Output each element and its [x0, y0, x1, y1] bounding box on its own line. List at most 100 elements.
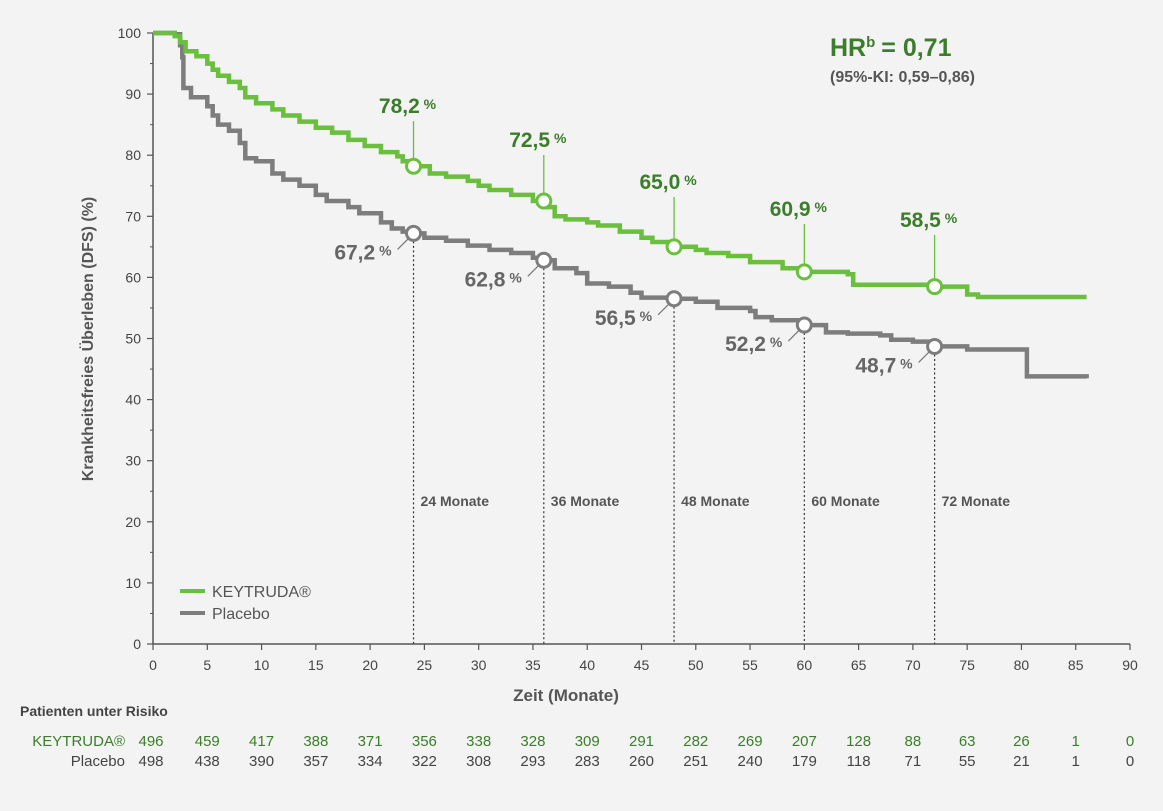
- at-risk-cell: 293: [520, 753, 545, 770]
- y-tick-label: 0: [133, 636, 141, 652]
- x-tick-label: 50: [688, 657, 704, 673]
- hazard-ratio-value: = 0,71: [881, 34, 951, 62]
- keytruda-value: 60,9: [770, 198, 811, 221]
- placebo-value: 62,8: [465, 268, 506, 291]
- placebo-value: 52,2: [725, 333, 766, 356]
- keytruda-percent: %: [420, 96, 437, 112]
- at-risk-cell: 118: [847, 753, 871, 770]
- at-risk-cell: 63: [959, 733, 976, 750]
- at-risk-cell: 26: [1013, 733, 1030, 750]
- at-risk-cell: 179: [792, 753, 817, 770]
- x-tick-label: 55: [742, 657, 758, 673]
- y-tick-label: 90: [125, 86, 141, 102]
- placebo-percent: %: [375, 242, 392, 258]
- placebo-point: [535, 251, 553, 269]
- axes-layer: 0 10 20 30 40 50 60 70 80 90 100 0 5 10 15 20 25 30 35 40 45…: [118, 25, 1138, 673]
- placebo-callout-line: [918, 351, 931, 363]
- keytruda-percent: %: [941, 210, 958, 226]
- x-tick-label: 35: [525, 657, 541, 673]
- keytruda-value: 78,2: [379, 95, 420, 118]
- at-risk-cell: 438: [195, 753, 220, 770]
- at-risk-cell: 207: [792, 733, 817, 750]
- keytruda-percent: %: [811, 199, 828, 215]
- keytruda-value: 58,5: [900, 209, 941, 232]
- placebo-point: [926, 337, 944, 355]
- y-tick-label: 80: [125, 147, 141, 163]
- placebo-value-label: 67,2 %: [334, 241, 392, 264]
- at-risk-cell: 308: [466, 753, 491, 770]
- hazard-ratio-superscript: b: [866, 34, 875, 51]
- y-tick-label: 50: [125, 331, 141, 347]
- keytruda-point: [665, 238, 683, 256]
- keytruda-value-label: 72,5 %: [509, 129, 567, 152]
- keytruda-point: [926, 278, 944, 296]
- x-tick-label: 90: [1122, 657, 1138, 673]
- at-risk-keytruda-label: KEYTRUDA®: [32, 733, 125, 750]
- at-risk-cell: 55: [959, 753, 976, 770]
- at-risk-cell: 390: [249, 753, 274, 770]
- at-risk-cell: 322: [412, 753, 437, 770]
- placebo-value-label: 52,2 %: [725, 333, 783, 356]
- at-risk-cell: 291: [629, 733, 654, 750]
- x-tick-label: 80: [1014, 657, 1030, 673]
- x-tick-label: 60: [797, 657, 813, 673]
- y-tick-label: 60: [125, 269, 141, 285]
- x-tick-label: 20: [362, 657, 378, 673]
- at-risk-cell: 328: [520, 733, 545, 750]
- keytruda-value-label: 60,9 %: [770, 198, 828, 221]
- series-layer: [153, 30, 1089, 379]
- at-risk-cell: 21: [1013, 753, 1030, 770]
- at-risk-cell: 357: [303, 753, 328, 770]
- placebo-callout-line: [527, 264, 540, 277]
- milestone-label: 24 Monate: [421, 493, 490, 509]
- keytruda-value-label: 58,5 %: [900, 209, 958, 232]
- at-risk-cell: 388: [303, 733, 328, 750]
- keytruda-point: [795, 263, 813, 281]
- at-risk-cell: 356: [412, 733, 437, 750]
- placebo-callout-line: [787, 329, 800, 342]
- milestone-label: 36 Monate: [551, 493, 620, 509]
- placebo-value: 48,7: [855, 354, 896, 377]
- keytruda-value: 72,5: [509, 129, 550, 152]
- at-risk-placebo-label: Placebo: [71, 753, 125, 770]
- placebo-percent: %: [636, 308, 653, 324]
- at-risk-cell: 283: [575, 753, 600, 770]
- y-axis-title: Krankheitsfreies Überleben (DFS) (%): [78, 197, 97, 482]
- keytruda-percent: %: [550, 130, 567, 146]
- x-tick-label: 45: [634, 657, 650, 673]
- keytruda-point: [535, 192, 553, 210]
- placebo-value-label: 48,7 %: [855, 354, 913, 377]
- series-line-placebo: [153, 30, 1089, 379]
- at-risk-values: 496 459 417 388 371 356 338 328 309 291 282 269 207 1…: [138, 733, 1134, 770]
- at-risk-cell: 417: [249, 733, 274, 750]
- x-tick-label: 65: [851, 657, 867, 673]
- placebo-value: 56,5: [595, 307, 636, 330]
- y-tick-label: 20: [125, 514, 141, 530]
- at-risk-cell: 338: [466, 733, 491, 750]
- x-tick-label: 75: [959, 657, 975, 673]
- x-axis-title: Zeit (Monate): [513, 686, 619, 705]
- at-risk-cell: 0: [1126, 753, 1134, 770]
- milestone-label: 72 Monate: [942, 493, 1011, 509]
- hazard-ratio: HRb = 0,71: [830, 34, 952, 62]
- x-tick-label: 40: [579, 657, 595, 673]
- at-risk-cell: 334: [358, 753, 383, 770]
- at-risk-cell: 459: [195, 733, 220, 750]
- x-tick-label: 25: [417, 657, 433, 673]
- keytruda-percent: %: [680, 172, 697, 188]
- y-tick-label: 100: [118, 25, 142, 41]
- placebo-callout-line: [397, 237, 409, 250]
- grid-layer: 24 Monate 36 Monate 48 Monate 60 Monate 72 M…: [412, 241, 1011, 644]
- at-risk-cell: 1: [1072, 753, 1080, 770]
- keytruda-point: [405, 157, 423, 175]
- at-risk-cell: 1: [1072, 733, 1080, 750]
- series-line-keytruda: [153, 30, 1087, 300]
- y-tick-label: 10: [125, 575, 141, 591]
- at-risk-cell: 240: [738, 753, 763, 770]
- hazard-ratio-label: HR: [830, 34, 866, 62]
- placebo-percent: %: [896, 355, 913, 371]
- at-risk-cell: 88: [905, 733, 922, 750]
- x-tick-label: 0: [149, 657, 157, 673]
- at-risk-cell: 496: [138, 733, 163, 750]
